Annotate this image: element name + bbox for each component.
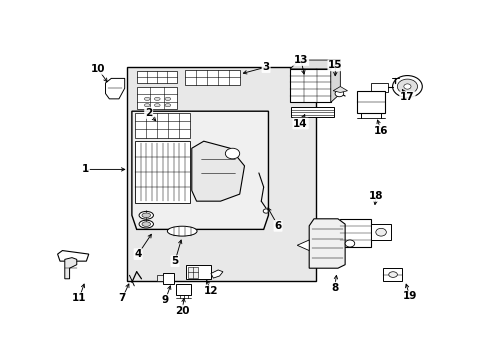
Text: 13: 13 xyxy=(293,55,307,65)
Text: 5: 5 xyxy=(171,256,178,266)
Text: 16: 16 xyxy=(373,126,387,136)
Polygon shape xyxy=(210,270,223,278)
Ellipse shape xyxy=(392,76,422,98)
Text: 18: 18 xyxy=(368,191,383,201)
Text: 1: 1 xyxy=(81,165,89,174)
Ellipse shape xyxy=(263,209,268,213)
Bar xyxy=(356,91,384,113)
Ellipse shape xyxy=(345,240,354,247)
Text: 20: 20 xyxy=(175,306,189,315)
Polygon shape xyxy=(297,240,308,251)
Ellipse shape xyxy=(334,90,343,97)
Ellipse shape xyxy=(388,272,397,277)
Ellipse shape xyxy=(403,84,410,89)
Polygon shape xyxy=(289,60,340,69)
Bar xyxy=(371,224,390,240)
Text: 9: 9 xyxy=(162,295,169,305)
Text: 4: 4 xyxy=(134,249,142,259)
Ellipse shape xyxy=(144,97,150,100)
Ellipse shape xyxy=(144,104,150,107)
Bar xyxy=(135,141,190,203)
Ellipse shape xyxy=(139,220,153,228)
Polygon shape xyxy=(191,141,244,201)
Polygon shape xyxy=(58,251,89,261)
Ellipse shape xyxy=(397,79,417,94)
Ellipse shape xyxy=(164,104,170,107)
Bar xyxy=(157,275,163,280)
Polygon shape xyxy=(308,219,345,268)
Bar xyxy=(137,71,177,83)
Bar xyxy=(176,284,190,294)
Ellipse shape xyxy=(142,222,150,226)
Bar xyxy=(187,267,198,278)
Text: 14: 14 xyxy=(293,118,307,129)
Bar xyxy=(127,67,316,280)
Text: 10: 10 xyxy=(90,64,105,74)
Text: 17: 17 xyxy=(399,92,414,102)
Ellipse shape xyxy=(142,213,150,217)
Polygon shape xyxy=(132,111,268,229)
Text: 3: 3 xyxy=(262,62,269,72)
Ellipse shape xyxy=(167,226,197,236)
Ellipse shape xyxy=(375,228,386,236)
Ellipse shape xyxy=(154,97,160,100)
Text: 15: 15 xyxy=(327,60,342,70)
Bar xyxy=(383,268,401,280)
Text: 2: 2 xyxy=(145,108,152,118)
Bar xyxy=(137,86,177,109)
Polygon shape xyxy=(330,60,340,102)
Ellipse shape xyxy=(164,97,170,100)
Bar xyxy=(163,274,173,284)
Polygon shape xyxy=(105,78,124,99)
Polygon shape xyxy=(64,258,77,279)
Polygon shape xyxy=(332,86,347,93)
Polygon shape xyxy=(371,83,387,92)
Bar xyxy=(184,70,239,85)
Bar xyxy=(185,265,210,279)
Text: 11: 11 xyxy=(72,293,86,303)
Ellipse shape xyxy=(225,148,239,159)
Text: 7: 7 xyxy=(119,293,126,303)
Bar xyxy=(290,107,333,117)
Bar xyxy=(289,69,330,102)
Text: 6: 6 xyxy=(274,221,281,231)
Text: 19: 19 xyxy=(402,292,416,301)
Text: 8: 8 xyxy=(330,283,338,293)
Text: 12: 12 xyxy=(203,286,218,296)
Ellipse shape xyxy=(139,211,153,219)
Bar xyxy=(135,113,190,138)
Bar xyxy=(340,219,371,247)
Ellipse shape xyxy=(154,104,160,107)
